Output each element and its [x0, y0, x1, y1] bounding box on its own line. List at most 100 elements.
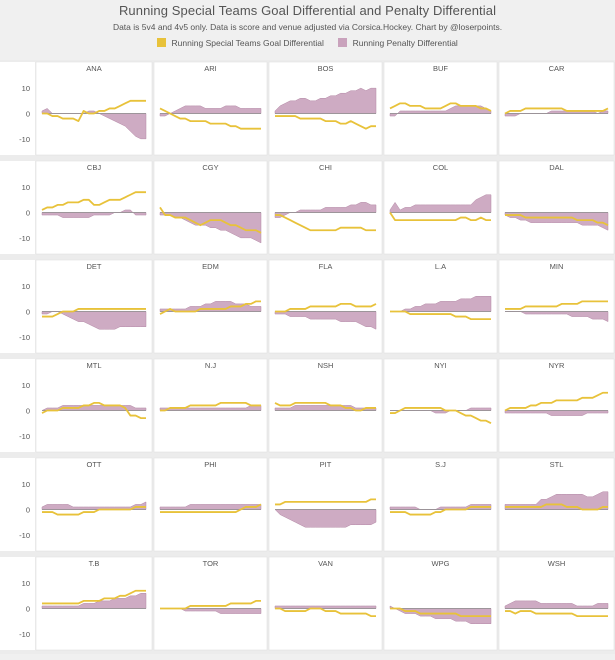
goal-differential-line — [160, 503, 262, 513]
team-panel-nyi: NYI — [383, 358, 498, 453]
team-label: T.B — [89, 559, 100, 568]
team-label: N.J — [205, 361, 217, 370]
small-multiples-grid: ANA 10 0 -10 10 0 -10 ARI BOS BUF CAR CBJ 10 0 -10 10 0 -… — [0, 60, 615, 655]
goal-differential-line — [42, 506, 146, 516]
penalty-differential-area — [274, 605, 377, 609]
legend-swatch-goals — [157, 38, 167, 47]
y-tick-label: 10 — [22, 579, 30, 588]
team-label: PIT — [320, 460, 332, 469]
y-tick-label: 10 — [22, 381, 30, 390]
goal-differential-line — [275, 115, 376, 130]
team-label: CGY — [202, 163, 218, 172]
legend-label-penalty: Running Penalty Differential — [352, 38, 458, 48]
goal-differential-line — [275, 607, 376, 618]
penalty-differential-area — [159, 504, 262, 510]
team-panel-nj: N.J — [153, 358, 268, 453]
team-label: WPG — [432, 559, 450, 568]
team-label: VAN — [318, 559, 333, 568]
team-label: L.A — [435, 262, 446, 271]
goal-differential-line — [390, 310, 491, 321]
team-label: NYR — [549, 361, 565, 370]
y-tick-label: 0 — [26, 407, 30, 416]
goal-differential-line — [159, 107, 261, 130]
team-panel-la: L.A — [383, 259, 498, 354]
grid-background — [0, 60, 615, 654]
y-axis-background — [0, 557, 35, 650]
y-tick-label: -10 — [19, 531, 30, 540]
chart-title: Running Special Teams Goal Differential … — [118, 3, 497, 18]
penalty-differential-area — [504, 600, 609, 609]
goal-differential-line — [42, 589, 146, 605]
penalty-differential-area — [274, 311, 377, 330]
y-tick-label: 10 — [22, 183, 30, 192]
legend-item-goals[interactable]: Running Special Teams Goal Differential — [157, 38, 324, 48]
goal-differential-line — [505, 610, 608, 618]
team-label: CHI — [319, 163, 332, 172]
panel-background — [153, 160, 268, 255]
team-panel-wsh: WSH — [498, 556, 615, 651]
team-label: EDM — [202, 262, 219, 271]
team-label: TOR — [203, 559, 219, 568]
y-tick-label: 10 — [22, 480, 30, 489]
goal-differential-line — [42, 308, 146, 318]
goal-differential-line — [389, 212, 491, 222]
team-label: DET — [87, 262, 102, 271]
goal-differential-line — [504, 391, 608, 412]
team-panel-tor: TOR — [153, 556, 268, 651]
y-tick-label: 10 — [22, 84, 30, 93]
team-panel-col: COL — [383, 160, 498, 255]
team-panel-sj: S.J — [383, 457, 498, 552]
chart-subtitle: Data is 5v4 and 4v5 only. Data is score … — [112, 22, 503, 32]
legend-item-penalty[interactable]: Running Penalty Differential — [338, 38, 458, 48]
goal-differential-line — [390, 407, 492, 424]
penalty-differential-area — [389, 105, 492, 117]
goal-differential-line — [42, 99, 146, 123]
y-tick-label: -10 — [19, 135, 30, 144]
team-panel-phi: PHI — [153, 457, 268, 552]
team-label: WSH — [548, 559, 566, 568]
legend: Running Special Teams Goal Differential … — [0, 38, 615, 48]
team-label: BUF — [433, 64, 448, 73]
team-panel-nyr: NYR — [498, 358, 615, 453]
team-label: BOS — [318, 64, 334, 73]
y-axis-background — [0, 161, 35, 254]
team-panel-van: VAN — [268, 556, 383, 651]
panel-background — [383, 358, 498, 453]
penalty-differential-area — [505, 311, 609, 323]
goal-differential-line — [274, 401, 376, 412]
chart-header: Running Special Teams Goal Differential … — [0, 0, 615, 56]
team-panel-wpg: WPG — [383, 556, 498, 651]
penalty-differential-area — [159, 301, 262, 312]
y-tick-label: -10 — [19, 234, 30, 243]
penalty-differential-area — [41, 209, 147, 218]
team-panel-stl: STL — [498, 457, 615, 552]
team-panel-car: CAR — [498, 61, 615, 156]
goal-differential-line — [159, 300, 261, 315]
team-label: NSH — [318, 361, 334, 370]
team-label: ANA — [86, 64, 101, 73]
panel-background — [498, 358, 615, 453]
goal-differential-line — [41, 401, 146, 420]
goal-differential-line — [505, 300, 608, 310]
chart-svg: ANA 10 0 -10 10 0 -10 ARI BOS BUF CAR CBJ 10 0 -10 10 0 -… — [0, 60, 615, 654]
team-label: STL — [550, 460, 564, 469]
team-panel-buf: BUF — [383, 61, 498, 156]
penalty-differential-area — [390, 296, 492, 312]
y-tick-label: -10 — [19, 630, 30, 639]
team-label: COL — [433, 163, 448, 172]
y-axis-background — [0, 359, 35, 452]
team-panel-chi: CHI — [268, 160, 383, 255]
goal-differential-line — [160, 599, 261, 610]
team-label: NYI — [434, 361, 447, 370]
panel-background — [498, 160, 615, 255]
team-label: MTL — [87, 361, 102, 370]
y-axis-background — [0, 260, 35, 353]
y-tick-label: 10 — [22, 282, 30, 291]
penalty-differential-area — [41, 405, 147, 411]
y-tick-label: 0 — [26, 506, 30, 515]
y-tick-label: 0 — [26, 209, 30, 218]
y-tick-label: -10 — [19, 432, 30, 441]
